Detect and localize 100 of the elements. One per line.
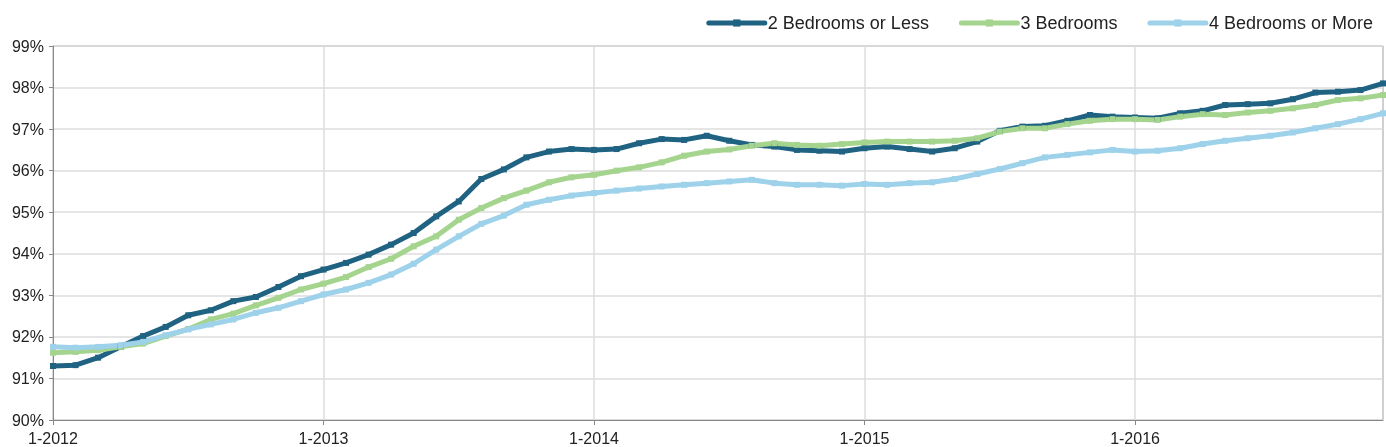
point bbox=[455, 198, 462, 205]
point bbox=[613, 167, 620, 174]
point bbox=[162, 323, 169, 330]
point bbox=[297, 298, 304, 305]
point bbox=[771, 180, 778, 187]
point bbox=[545, 196, 552, 203]
point bbox=[613, 187, 620, 194]
point bbox=[1289, 129, 1296, 136]
point bbox=[185, 312, 192, 319]
point bbox=[523, 154, 530, 161]
point bbox=[613, 146, 620, 153]
point bbox=[95, 343, 102, 350]
point bbox=[275, 284, 282, 291]
point bbox=[1086, 149, 1093, 156]
point bbox=[252, 294, 259, 300]
point bbox=[50, 349, 56, 356]
point bbox=[500, 195, 507, 202]
point bbox=[207, 321, 214, 328]
point bbox=[365, 251, 372, 258]
point bbox=[410, 230, 417, 236]
point bbox=[320, 266, 327, 273]
point bbox=[252, 302, 259, 309]
x-tick-label: 1-2013 bbox=[298, 429, 349, 447]
point bbox=[500, 212, 507, 219]
point bbox=[748, 176, 755, 183]
point bbox=[726, 178, 733, 185]
point bbox=[681, 181, 688, 188]
point bbox=[838, 141, 845, 148]
point bbox=[388, 241, 395, 248]
point bbox=[703, 132, 710, 139]
y-tick-label: 98% bbox=[11, 79, 44, 97]
point bbox=[433, 213, 440, 220]
point bbox=[1086, 117, 1093, 124]
x-tick-label: 1-2016 bbox=[1110, 429, 1161, 447]
point bbox=[1222, 111, 1229, 118]
point bbox=[861, 139, 868, 146]
y-tick-label: 99% bbox=[11, 37, 44, 55]
point bbox=[681, 152, 688, 159]
point bbox=[951, 145, 958, 152]
point bbox=[455, 233, 462, 240]
x-tick-label: 1-2015 bbox=[839, 429, 890, 447]
point bbox=[929, 179, 936, 186]
point bbox=[658, 159, 665, 166]
point bbox=[1199, 111, 1206, 118]
point bbox=[838, 148, 845, 155]
x-tick-label: 1-2012 bbox=[28, 429, 79, 447]
point bbox=[500, 166, 507, 173]
point bbox=[252, 309, 259, 316]
point bbox=[951, 137, 958, 144]
point bbox=[343, 286, 350, 293]
point bbox=[50, 343, 56, 350]
point bbox=[658, 183, 665, 190]
point bbox=[320, 280, 327, 287]
point bbox=[1064, 121, 1071, 128]
point bbox=[929, 148, 936, 155]
point bbox=[1312, 102, 1319, 109]
point bbox=[703, 148, 710, 155]
point bbox=[1380, 92, 1386, 99]
point bbox=[681, 136, 688, 143]
point bbox=[1312, 125, 1319, 132]
point bbox=[433, 246, 440, 253]
legend-label: 2 Bedrooms or Less bbox=[767, 13, 929, 33]
point bbox=[1267, 107, 1274, 114]
point bbox=[523, 201, 530, 208]
point bbox=[433, 233, 440, 240]
point bbox=[1334, 97, 1341, 104]
point bbox=[1064, 151, 1071, 158]
point bbox=[1289, 96, 1296, 103]
point bbox=[1244, 101, 1251, 108]
point bbox=[591, 171, 598, 178]
point bbox=[1334, 121, 1341, 128]
point bbox=[275, 294, 282, 301]
point bbox=[1244, 135, 1251, 142]
legend-label: 3 Bedrooms bbox=[1020, 13, 1118, 33]
point bbox=[1267, 132, 1274, 139]
point bbox=[365, 264, 372, 271]
point bbox=[838, 182, 845, 189]
y-tick-label: 92% bbox=[11, 328, 44, 346]
point bbox=[974, 170, 981, 177]
point bbox=[658, 136, 665, 143]
point bbox=[816, 181, 823, 188]
point bbox=[884, 138, 891, 145]
point bbox=[320, 291, 327, 298]
y-tick-label: 93% bbox=[11, 286, 44, 304]
point bbox=[523, 187, 530, 194]
point bbox=[636, 164, 643, 171]
point bbox=[1289, 105, 1296, 112]
point bbox=[568, 174, 575, 181]
y-tick-label: 95% bbox=[11, 203, 44, 221]
point bbox=[1132, 148, 1139, 155]
point bbox=[230, 316, 237, 323]
point bbox=[388, 255, 395, 262]
point bbox=[1222, 102, 1229, 109]
point bbox=[1357, 95, 1364, 102]
legend-label: 4 Bedrooms or More bbox=[1208, 13, 1374, 33]
point bbox=[816, 142, 823, 149]
point bbox=[50, 362, 56, 369]
point bbox=[297, 273, 304, 280]
point bbox=[703, 180, 710, 187]
point bbox=[1199, 141, 1206, 148]
